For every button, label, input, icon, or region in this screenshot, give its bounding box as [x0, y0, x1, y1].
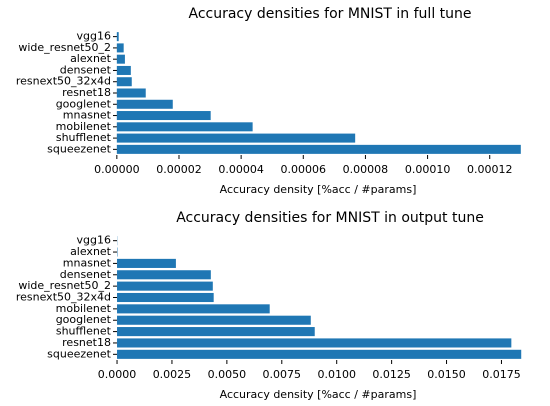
bar [117, 292, 214, 303]
y-tick-label: wide_resnet50_2 [18, 279, 111, 292]
y-tick-label: alexnet [70, 245, 112, 258]
y-tick-label: alexnet [70, 52, 112, 65]
x-tick-label: 0.00000 [94, 163, 140, 176]
x-tick-label: 0.0100 [317, 368, 356, 381]
x-tick-label: 0.00006 [281, 163, 327, 176]
y-tick-label: densenet [60, 63, 112, 76]
y-tick-label: shufflenet [56, 325, 112, 338]
x-tick-label: 0.00010 [405, 163, 451, 176]
x-axis-label: Accuracy density [%acc / #params] [220, 388, 417, 401]
y-tick-label: resnext50_32x4d [16, 75, 111, 88]
bar [116, 133, 356, 143]
bar [117, 281, 213, 291]
bar [116, 77, 132, 87]
bar [116, 54, 125, 64]
bar [117, 327, 315, 337]
y-tick-label: mnasnet [63, 256, 112, 269]
y-tick-label: mnasnet [63, 109, 112, 122]
y-tick-label: resnext50_32x4d [16, 291, 111, 304]
y-tick-label: vgg16 [77, 234, 111, 247]
y-tick-label: shufflenet [56, 131, 112, 144]
x-tick-label: 0.00004 [218, 163, 264, 176]
bar [117, 338, 512, 348]
y-tick-label: mobilenet [56, 302, 112, 315]
bar [116, 99, 173, 109]
bar [116, 144, 521, 154]
x-axis-label: Accuracy density [%acc / #params] [220, 183, 417, 196]
bar [116, 32, 119, 42]
bar [116, 65, 131, 75]
bar [117, 258, 176, 268]
y-tick-label: resnet18 [62, 336, 111, 349]
y-tick-label: wide_resnet50_2 [18, 41, 111, 54]
x-tick-label: 0.0175 [482, 368, 521, 381]
y-tick-label: squeezenet [47, 347, 112, 360]
chart-title: Accuracy densities for MNIST in output t… [176, 210, 484, 226]
y-tick-label: mobilenet [56, 120, 112, 133]
bar [116, 111, 211, 121]
y-tick-label: googlenet [56, 97, 112, 110]
bar [116, 43, 124, 53]
x-tick-label: 0.0050 [208, 368, 247, 381]
bar [116, 88, 146, 98]
x-tick-label: 0.00012 [467, 163, 513, 176]
bar [116, 122, 253, 132]
x-tick-label: 0.0025 [153, 368, 192, 381]
y-tick-label: densenet [60, 268, 112, 281]
x-tick-label: 0.0000 [98, 368, 137, 381]
y-tick-label: googlenet [56, 313, 112, 326]
y-tick-label: vgg16 [77, 30, 111, 43]
chart-title: Accuracy densities for MNIST in full tun… [188, 6, 471, 22]
x-tick-label: 0.0150 [427, 368, 466, 381]
bar [117, 304, 270, 314]
x-tick-label: 0.0075 [263, 368, 302, 381]
bar [117, 349, 522, 359]
x-tick-label: 0.00002 [156, 163, 202, 176]
x-tick-label: 0.00008 [343, 163, 389, 176]
y-tick-label: resnet18 [62, 86, 111, 99]
x-tick-label: 0.0125 [372, 368, 411, 381]
y-tick-label: squeezenet [47, 142, 112, 155]
bar [117, 315, 311, 325]
bar [117, 270, 211, 280]
